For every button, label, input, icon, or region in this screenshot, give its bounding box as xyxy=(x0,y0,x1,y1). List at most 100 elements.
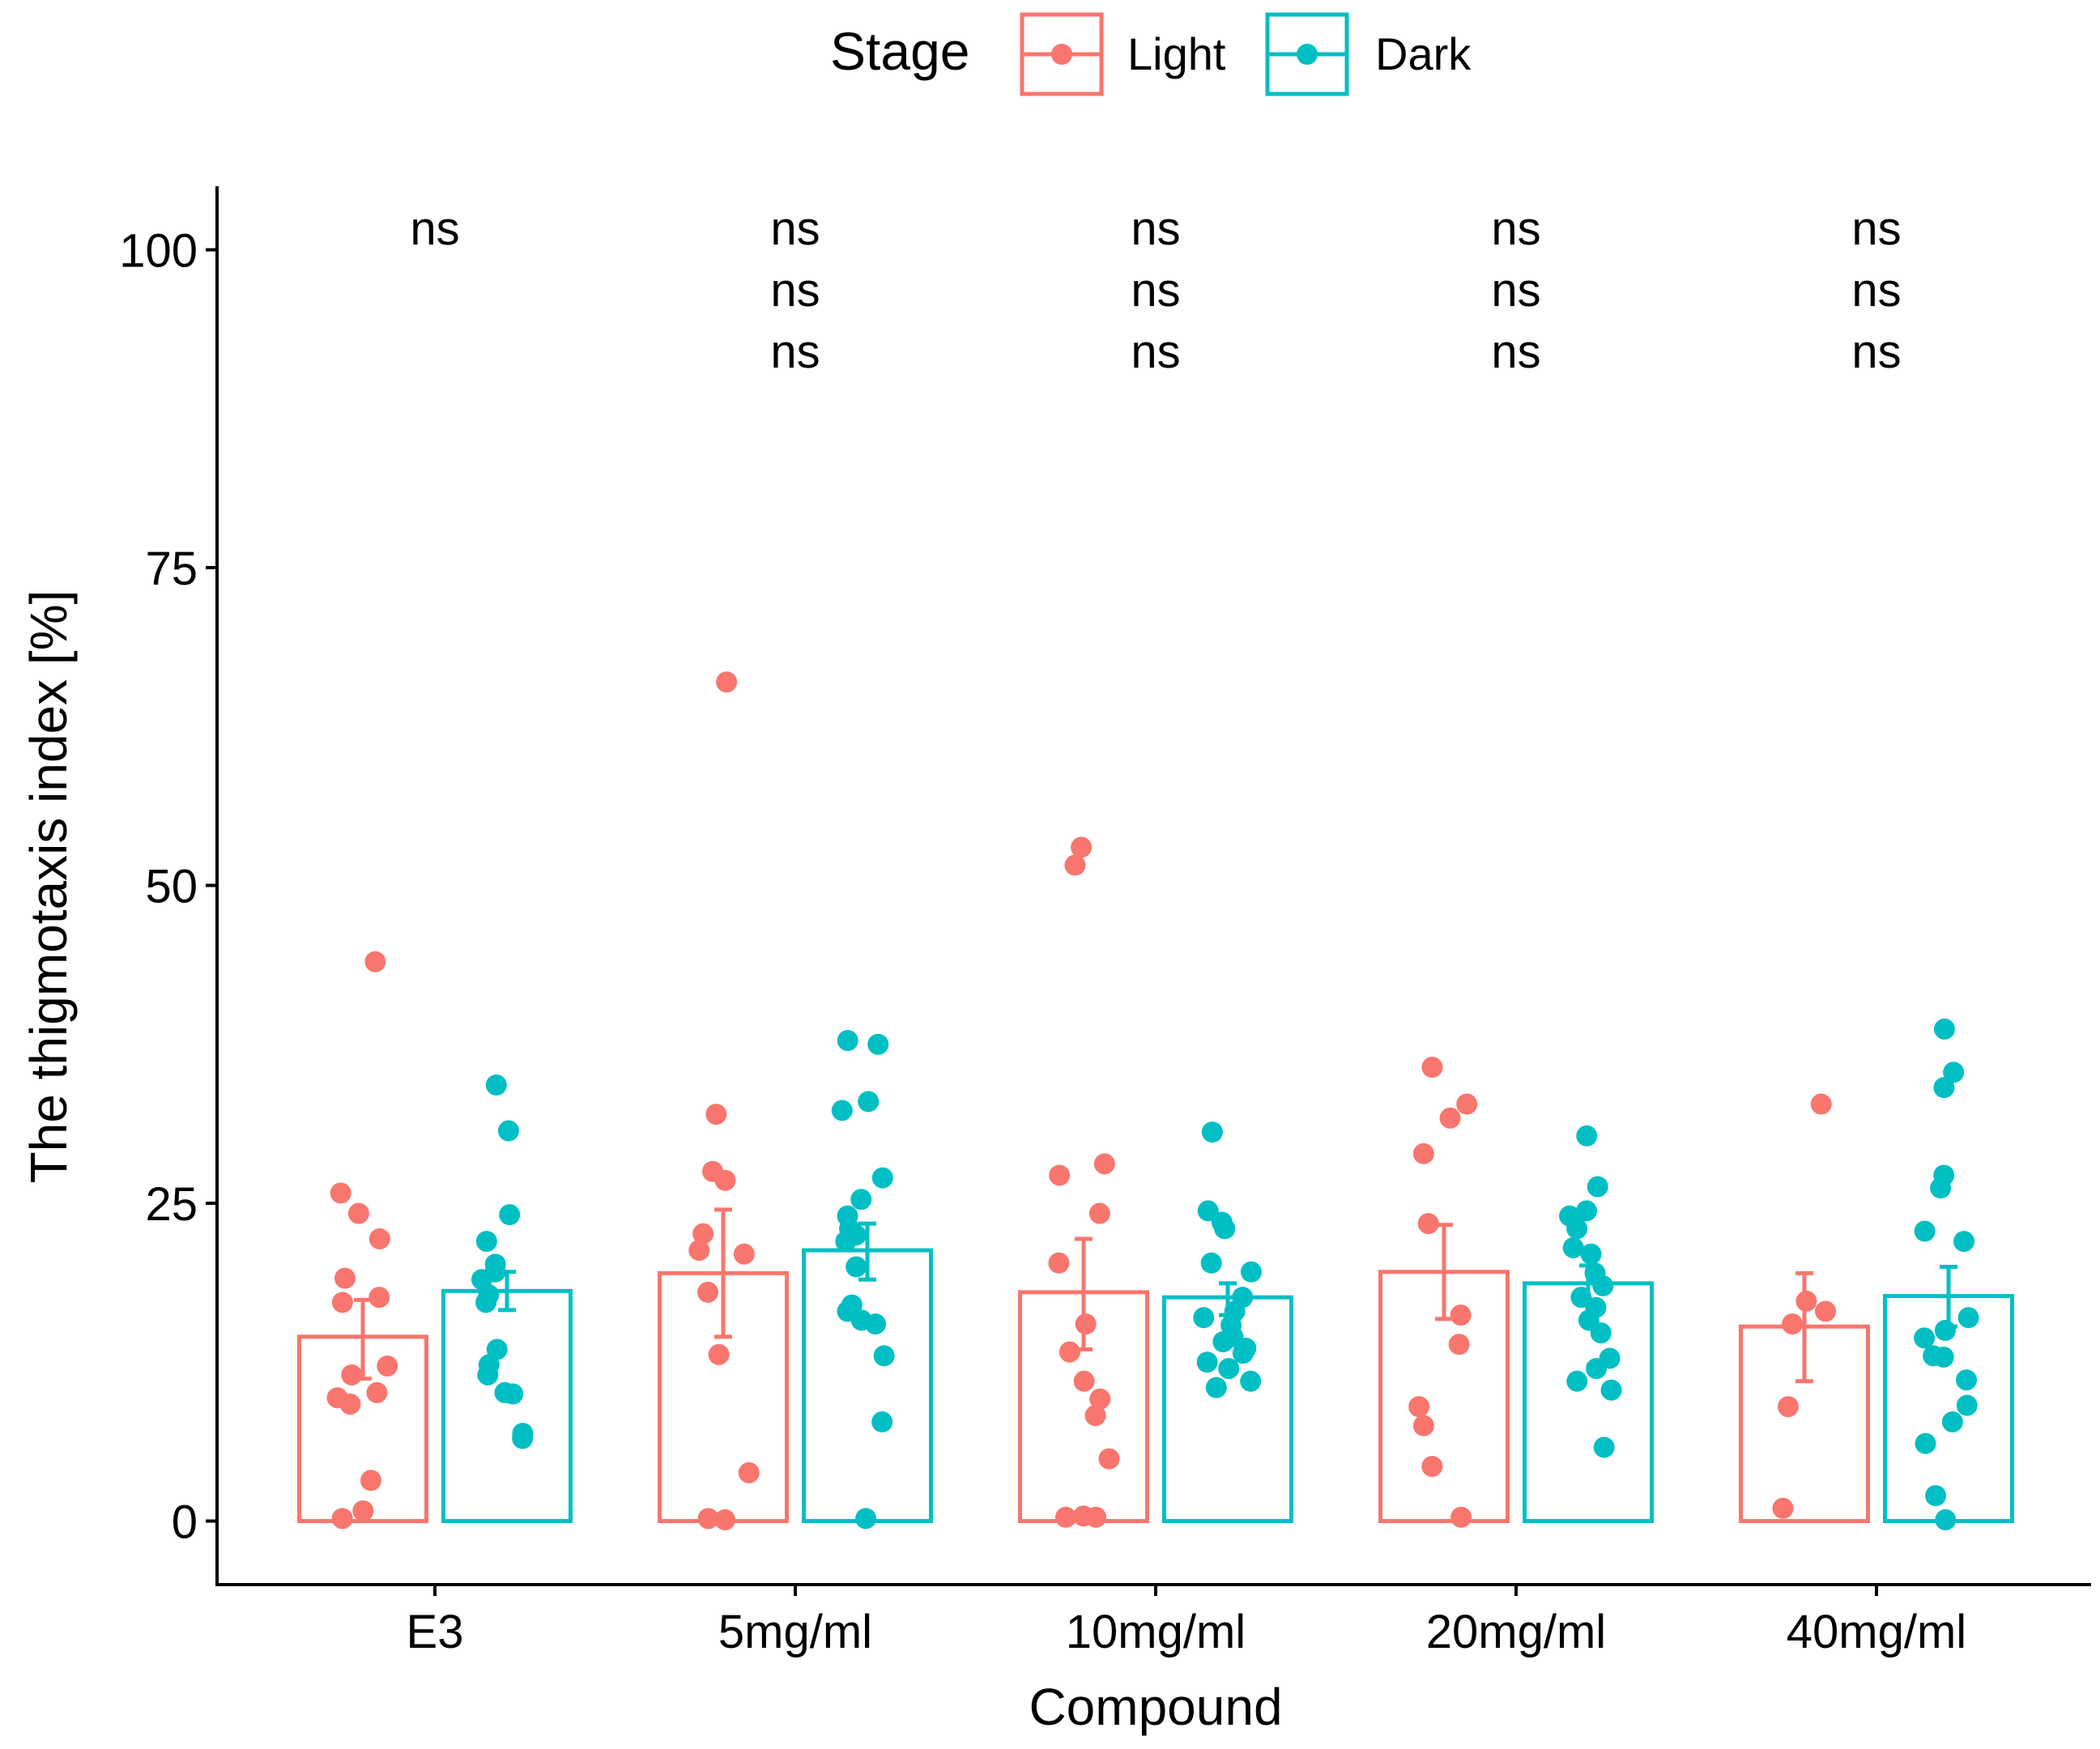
point-dark xyxy=(1193,1307,1215,1329)
y-ticks: 0 25 50 75 100 xyxy=(119,225,217,1549)
point-light xyxy=(1421,1455,1443,1477)
point-light xyxy=(331,1292,353,1313)
point-light xyxy=(1093,1153,1115,1175)
point-light xyxy=(1456,1093,1478,1115)
significance-annotations: ns ns ns ns ns ns ns ns ns ns ns ns ns xyxy=(410,202,1901,378)
point-light xyxy=(1085,1506,1107,1528)
point-dark xyxy=(499,1204,521,1226)
point-dark xyxy=(1196,1351,1218,1373)
point-light xyxy=(368,1287,390,1309)
point-light xyxy=(1782,1313,1804,1335)
point-dark xyxy=(1932,1346,1954,1368)
x-tick-label: 40mg/ml xyxy=(1787,1606,1966,1658)
point-dark xyxy=(858,1091,880,1113)
point-dark xyxy=(1201,1121,1223,1143)
point-dark xyxy=(1197,1200,1219,1222)
point-dark xyxy=(1592,1275,1614,1297)
x-axis-title: Compound xyxy=(1029,1678,1282,1736)
y-tick-label: 100 xyxy=(119,225,198,278)
legend-title: Stage xyxy=(830,21,969,81)
point-dark xyxy=(835,1231,857,1253)
point-dark xyxy=(1941,1411,1963,1433)
point-light xyxy=(1064,854,1086,876)
point-dark xyxy=(1914,1220,1936,1242)
point-dark xyxy=(855,1508,877,1530)
point-dark xyxy=(871,1167,893,1189)
x-tick-label: 5mg/ml xyxy=(718,1606,872,1658)
point-light xyxy=(1089,1388,1111,1410)
point-light xyxy=(716,671,738,693)
significance-label: ns xyxy=(770,202,820,255)
point-dark xyxy=(1200,1252,1222,1274)
point-dark xyxy=(1212,1331,1234,1353)
bar-dark xyxy=(802,1248,933,1523)
point-dark xyxy=(1562,1236,1584,1258)
point-dark xyxy=(831,1100,853,1121)
point-dark xyxy=(867,1033,889,1055)
point-light xyxy=(368,1228,390,1249)
point-light xyxy=(1439,1107,1461,1129)
point-dark xyxy=(485,1074,507,1096)
point-light xyxy=(692,1223,714,1245)
point-dark xyxy=(1232,1343,1254,1364)
point-light xyxy=(341,1364,363,1385)
point-dark xyxy=(512,1428,534,1449)
significance-label: ns xyxy=(1491,202,1540,255)
point-dark xyxy=(1214,1218,1236,1240)
point-light xyxy=(1772,1497,1794,1519)
significance-label: ns xyxy=(1851,202,1901,255)
point-light xyxy=(330,1182,351,1204)
point-dark xyxy=(1933,1018,1955,1040)
significance-label: ns xyxy=(770,264,820,317)
point-dark xyxy=(475,1292,497,1313)
point-dark xyxy=(1914,1327,1936,1349)
point-light xyxy=(360,1470,381,1492)
point-light xyxy=(1075,1313,1097,1335)
point-dark xyxy=(1956,1369,1978,1391)
point-light xyxy=(708,1343,730,1365)
point-light xyxy=(738,1462,760,1483)
point-light xyxy=(705,1104,727,1126)
point-dark xyxy=(1930,1177,1952,1199)
significance-label: ns xyxy=(1131,264,1180,317)
legend: Stage Light Dark xyxy=(830,12,1472,96)
point-light xyxy=(331,1508,353,1530)
point-light xyxy=(1408,1396,1430,1418)
point-light xyxy=(1049,1164,1071,1186)
point-dark xyxy=(873,1345,895,1367)
point-dark xyxy=(1240,1261,1262,1283)
y-tick-label: 75 xyxy=(145,543,198,595)
point-light xyxy=(1071,836,1093,858)
point-light xyxy=(714,1509,736,1530)
point-dark xyxy=(1576,1200,1598,1222)
point-light xyxy=(733,1243,755,1265)
point-dark xyxy=(1956,1394,1978,1416)
point-dark xyxy=(1240,1370,1262,1392)
point-dark xyxy=(1570,1287,1592,1309)
point-light xyxy=(1448,1334,1470,1355)
point-light xyxy=(1450,1506,1472,1528)
point-dark xyxy=(1915,1432,1936,1454)
point-light xyxy=(366,1381,388,1403)
bars xyxy=(297,1207,2014,1524)
point-dark xyxy=(1934,1320,1956,1341)
significance-label: ns xyxy=(1851,264,1901,317)
point-dark xyxy=(1576,1125,1598,1147)
point-dark xyxy=(477,1364,499,1385)
point-light xyxy=(1055,1506,1077,1528)
point-dark xyxy=(497,1120,519,1142)
point-light xyxy=(1778,1396,1800,1418)
point-dark xyxy=(1590,1322,1612,1344)
point-light xyxy=(1048,1252,1070,1274)
legend-key-dark xyxy=(1265,12,1349,96)
point-light xyxy=(1450,1304,1472,1326)
point-light xyxy=(377,1355,398,1377)
x-ticks: E3 5mg/ml 10mg/ml 20mg/ml 40mg/ml xyxy=(407,1585,1966,1658)
point-dark xyxy=(1925,1485,1947,1507)
legend-key-light xyxy=(1020,12,1104,96)
x-tick-label: 20mg/ml xyxy=(1426,1606,1606,1658)
point-light xyxy=(1084,1405,1106,1427)
significance-label: ns xyxy=(410,202,459,255)
points xyxy=(326,671,1979,1530)
point-dark xyxy=(1943,1062,1965,1083)
